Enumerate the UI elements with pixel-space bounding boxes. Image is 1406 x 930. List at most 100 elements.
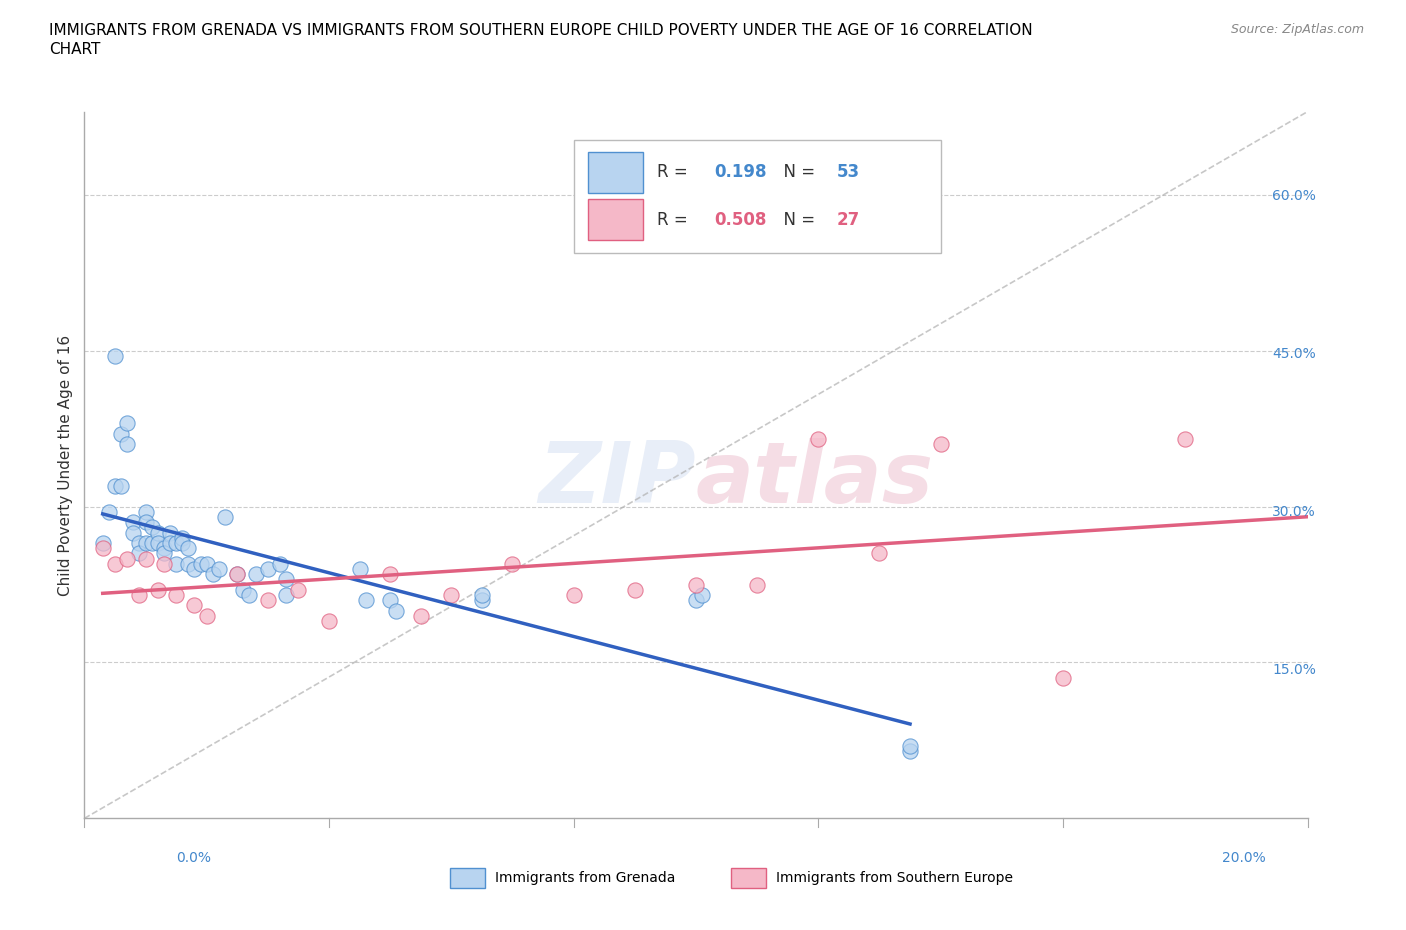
Point	[269, 556, 291, 571]
Point	[115, 551, 138, 566]
Point	[226, 566, 249, 581]
Point	[685, 578, 707, 592]
Text: atlas: atlas	[696, 438, 934, 521]
Point	[135, 514, 157, 529]
Point	[97, 504, 120, 519]
Point	[146, 536, 169, 551]
Point	[245, 566, 267, 581]
Point	[1174, 432, 1197, 446]
Point	[110, 426, 132, 441]
Point	[195, 556, 218, 571]
Point	[104, 478, 127, 493]
Point	[104, 349, 127, 364]
Point	[380, 592, 402, 607]
Text: IMMIGRANTS FROM GRENADA VS IMMIGRANTS FROM SOUTHERN EUROPE CHILD POVERTY UNDER T: IMMIGRANTS FROM GRENADA VS IMMIGRANTS FR…	[49, 23, 1033, 38]
Point	[190, 556, 212, 571]
Point	[502, 556, 524, 571]
Text: R =: R =	[657, 164, 693, 181]
Point	[214, 510, 236, 525]
Point	[471, 588, 494, 603]
Text: N =: N =	[773, 211, 821, 229]
Point	[153, 540, 176, 555]
Text: 30.0%: 30.0%	[1272, 505, 1316, 519]
Point	[257, 592, 280, 607]
Point	[146, 525, 169, 540]
Point	[685, 592, 707, 607]
Point	[440, 588, 463, 603]
Point	[122, 514, 145, 529]
Text: 53: 53	[837, 164, 859, 181]
Text: Source: ZipAtlas.com: Source: ZipAtlas.com	[1230, 23, 1364, 36]
Y-axis label: Child Poverty Under the Age of 16: Child Poverty Under the Age of 16	[58, 335, 73, 595]
Point	[624, 582, 647, 597]
Point	[898, 743, 921, 758]
Text: 0.0%: 0.0%	[176, 851, 211, 865]
Point	[232, 582, 254, 597]
Point	[165, 588, 187, 603]
Point	[208, 562, 231, 577]
Point	[110, 478, 132, 493]
Point	[380, 566, 402, 581]
Point	[869, 546, 891, 561]
Point	[115, 437, 138, 452]
Point	[318, 614, 340, 629]
Point	[91, 540, 114, 555]
Point	[385, 603, 408, 618]
Point	[146, 582, 169, 597]
Text: Immigrants from Southern Europe: Immigrants from Southern Europe	[776, 870, 1014, 885]
FancyBboxPatch shape	[588, 199, 644, 240]
Point	[135, 536, 157, 551]
Point	[172, 536, 194, 551]
Point	[153, 556, 176, 571]
Point	[226, 566, 249, 581]
Point	[409, 608, 432, 623]
Text: N =: N =	[773, 164, 821, 181]
Point	[159, 536, 181, 551]
Point	[183, 562, 205, 577]
Point	[929, 437, 952, 452]
Point	[471, 592, 494, 607]
Text: 0.198: 0.198	[714, 164, 766, 181]
Point	[135, 551, 157, 566]
Point	[807, 432, 830, 446]
Text: CHART: CHART	[49, 42, 101, 57]
Text: 0.508: 0.508	[714, 211, 766, 229]
Point	[195, 608, 218, 623]
Point	[135, 504, 157, 519]
Point	[690, 588, 713, 603]
Point	[153, 546, 176, 561]
Point	[287, 582, 309, 597]
Point	[747, 578, 769, 592]
Point	[349, 562, 371, 577]
Text: 20.0%: 20.0%	[1222, 851, 1265, 865]
Point	[128, 536, 150, 551]
Point	[257, 562, 280, 577]
Point	[177, 556, 200, 571]
Text: 27: 27	[837, 211, 860, 229]
Point	[128, 588, 150, 603]
Point	[177, 540, 200, 555]
Point	[91, 536, 114, 551]
Point	[104, 556, 127, 571]
Point	[115, 416, 138, 431]
Text: Immigrants from Grenada: Immigrants from Grenada	[495, 870, 675, 885]
Point	[276, 588, 298, 603]
Text: R =: R =	[657, 211, 693, 229]
Text: 45.0%: 45.0%	[1272, 347, 1316, 361]
Point	[141, 520, 163, 535]
Point	[172, 530, 194, 545]
Text: ZIP: ZIP	[538, 438, 696, 521]
Point	[1052, 671, 1074, 685]
Point	[165, 536, 187, 551]
Text: 60.0%: 60.0%	[1272, 189, 1316, 203]
FancyBboxPatch shape	[574, 140, 941, 253]
Text: 15.0%: 15.0%	[1272, 663, 1316, 677]
Point	[128, 546, 150, 561]
Point	[201, 566, 224, 581]
Point	[122, 525, 145, 540]
FancyBboxPatch shape	[588, 152, 644, 193]
Point	[354, 592, 377, 607]
Point	[159, 525, 181, 540]
Point	[165, 556, 187, 571]
Point	[238, 588, 260, 603]
